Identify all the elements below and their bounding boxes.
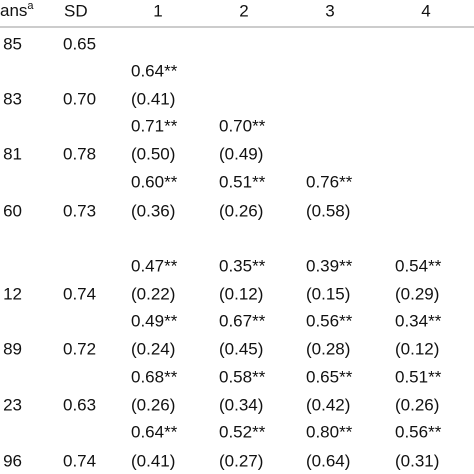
correlation-cell: 0.54** bbox=[395, 256, 442, 275]
correlation-cell: 0.60** bbox=[131, 172, 178, 191]
correlation-cell: 0.39** bbox=[306, 256, 353, 275]
means-label: ans bbox=[0, 1, 27, 20]
correlation-cell: (0.24) bbox=[131, 339, 175, 358]
correlation-cell: (0.42) bbox=[306, 395, 350, 414]
mean-cell: 83 bbox=[3, 89, 22, 108]
correlation-cell: 0.64** bbox=[131, 422, 178, 441]
correlation-cell: (0.28) bbox=[306, 339, 350, 358]
correlation-cell: (0.41) bbox=[131, 89, 175, 108]
mean-cell: 23 bbox=[3, 395, 22, 414]
column-header: 1 bbox=[153, 1, 162, 20]
column-header: 4 bbox=[421, 1, 430, 20]
correlation-cell: (0.12) bbox=[395, 339, 439, 358]
mean-cell: 60 bbox=[3, 201, 22, 220]
correlation-cell: (0.41) bbox=[131, 451, 175, 470]
sd-cell: 0.74 bbox=[63, 284, 96, 303]
correlation-cell: (0.22) bbox=[131, 284, 175, 303]
sd-cell: 0.78 bbox=[63, 144, 96, 163]
mean-cell: 12 bbox=[3, 284, 22, 303]
correlation-cell: 0.67** bbox=[219, 311, 266, 330]
sd-cell: 0.65 bbox=[63, 34, 96, 53]
correlation-cell: (0.27) bbox=[219, 451, 263, 470]
mean-cell: 89 bbox=[3, 339, 22, 358]
means-note: a bbox=[27, 0, 34, 12]
correlation-cell: (0.31) bbox=[395, 451, 439, 470]
correlation-cell: 0.71** bbox=[131, 116, 178, 135]
correlation-cell: 0.51** bbox=[219, 172, 266, 191]
correlation-cell: (0.36) bbox=[131, 201, 175, 220]
sd-cell: 0.73 bbox=[63, 201, 96, 220]
correlation-cell: 0.56** bbox=[306, 311, 353, 330]
correlation-cell: 0.35** bbox=[219, 256, 266, 275]
sd-cell: 0.74 bbox=[63, 451, 96, 470]
correlation-cell: (0.64) bbox=[306, 451, 350, 470]
column-header: 3 bbox=[325, 1, 334, 20]
correlation-cell: 0.51** bbox=[395, 367, 442, 386]
correlation-cell: 0.34** bbox=[395, 311, 442, 330]
correlation-cell: (0.12) bbox=[219, 284, 263, 303]
sd-cell: 0.63 bbox=[63, 395, 96, 414]
correlation-cell: 0.70** bbox=[219, 116, 266, 135]
correlation-cell: (0.45) bbox=[219, 339, 263, 358]
correlation-cell: (0.58) bbox=[306, 201, 350, 220]
correlation-cell: 0.52** bbox=[219, 422, 266, 441]
column-header: 2 bbox=[239, 1, 248, 20]
correlation-cell: 0.49** bbox=[131, 311, 178, 330]
correlation-cell: (0.15) bbox=[306, 284, 350, 303]
header-sd: SD bbox=[64, 1, 88, 20]
correlation-cell: (0.50) bbox=[131, 144, 175, 163]
correlation-cell: (0.34) bbox=[219, 395, 263, 414]
correlation-cell: 0.76** bbox=[306, 172, 353, 191]
sd-cell: 0.72 bbox=[63, 339, 96, 358]
mean-cell: 96 bbox=[3, 451, 22, 470]
correlation-cell: (0.26) bbox=[395, 395, 439, 414]
correlation-cell: 0.56** bbox=[395, 422, 442, 441]
mean-cell: 81 bbox=[3, 144, 22, 163]
mean-cell: 85 bbox=[3, 34, 22, 53]
correlation-cell: 0.64** bbox=[131, 61, 178, 80]
correlation-cell: (0.26) bbox=[131, 395, 175, 414]
correlation-cell: (0.29) bbox=[395, 284, 439, 303]
correlation-cell: 0.80** bbox=[306, 422, 353, 441]
header-means: ansa bbox=[0, 0, 34, 20]
sd-cell: 0.70 bbox=[63, 89, 96, 108]
correlation-cell: 0.47** bbox=[131, 256, 178, 275]
correlation-cell: (0.49) bbox=[219, 144, 263, 163]
correlation-cell: (0.26) bbox=[219, 201, 263, 220]
correlation-cell: 0.68** bbox=[131, 367, 178, 386]
correlation-cell: 0.65** bbox=[306, 367, 353, 386]
correlation-cell: 0.58** bbox=[219, 367, 266, 386]
